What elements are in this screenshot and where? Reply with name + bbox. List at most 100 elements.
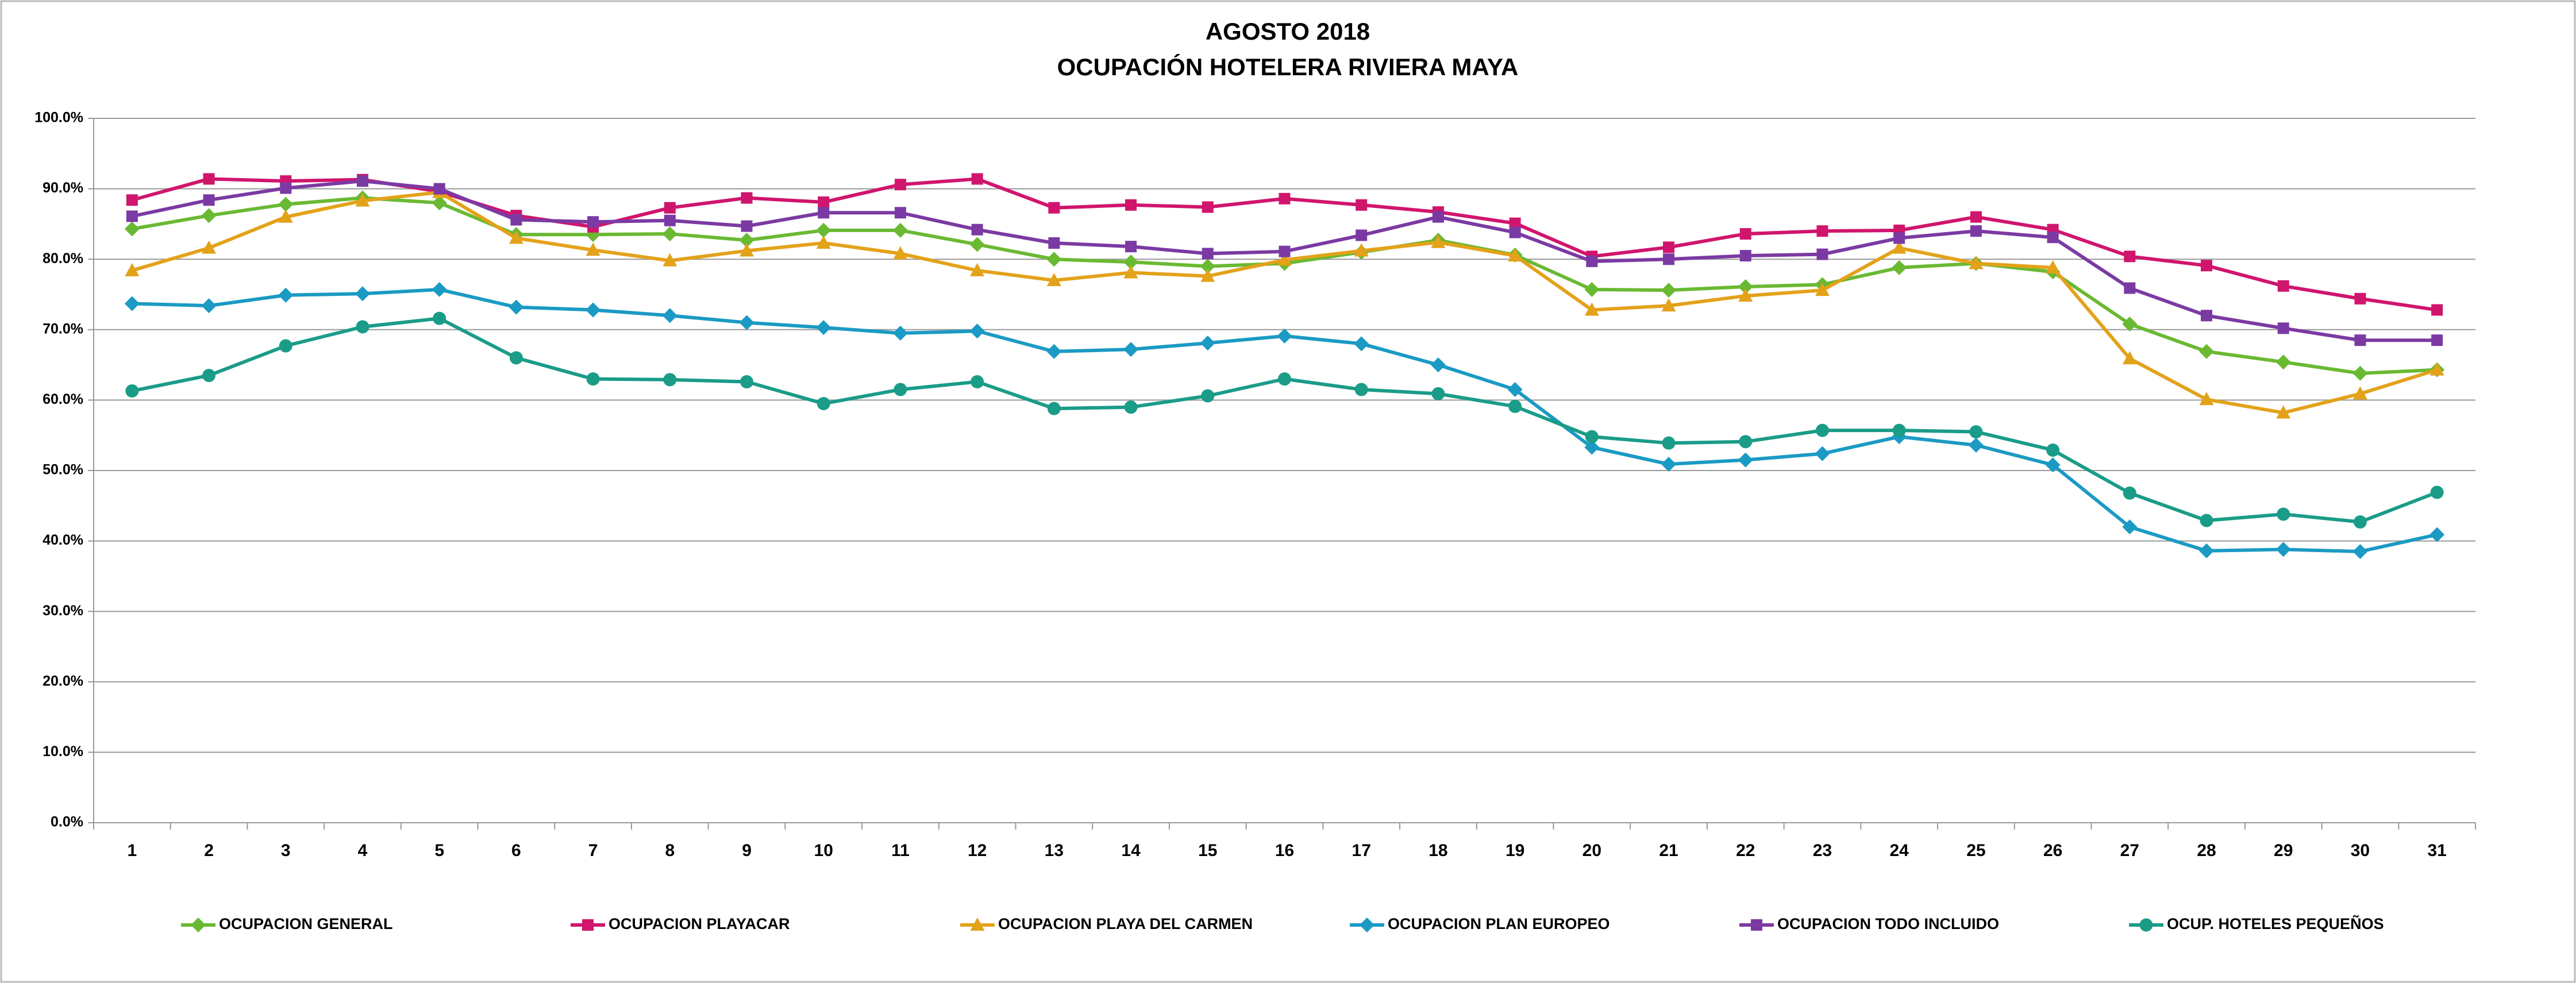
marker [971, 173, 983, 185]
marker [1508, 399, 1522, 413]
marker [2199, 543, 2215, 558]
x-tick-label: 19 [1505, 841, 1524, 860]
marker [126, 210, 138, 222]
marker [2354, 292, 2366, 304]
marker [124, 221, 140, 237]
y-tick-label: 0.0% [51, 814, 83, 830]
marker [1354, 336, 1369, 352]
marker [1661, 283, 1677, 298]
marker [1125, 241, 1137, 253]
x-tick-label: 4 [358, 841, 368, 860]
marker [2139, 918, 2153, 932]
marker [1892, 260, 1907, 275]
marker [1968, 437, 1984, 453]
marker [1892, 423, 1906, 437]
marker [664, 214, 676, 226]
marker [1662, 436, 1676, 450]
marker [1200, 336, 1215, 351]
marker [2429, 527, 2445, 542]
marker [1356, 199, 1368, 211]
y-tick-label: 10.0% [43, 743, 83, 760]
marker [203, 194, 215, 206]
marker [816, 222, 831, 238]
marker [1815, 423, 1829, 437]
legend-label: OCUPACION PLAYACAR [609, 915, 790, 932]
marker [2353, 515, 2367, 529]
marker [1739, 435, 1753, 449]
x-tick-label: 5 [434, 841, 444, 860]
marker [1893, 232, 1905, 244]
x-tick-label: 6 [511, 841, 521, 860]
marker [1663, 241, 1675, 253]
marker [2352, 365, 2368, 381]
x-tick-label: 24 [1889, 841, 1909, 860]
marker [741, 192, 753, 204]
x-tick-label: 21 [1659, 841, 1678, 860]
marker [582, 919, 594, 931]
marker [662, 226, 677, 242]
marker [663, 253, 677, 267]
marker [278, 196, 294, 212]
marker [1046, 344, 1062, 359]
marker [818, 207, 830, 219]
marker [2277, 322, 2289, 334]
x-tick-label: 11 [891, 841, 910, 860]
x-tick-label: 30 [2351, 841, 2370, 860]
x-tick-label: 26 [2043, 841, 2062, 860]
marker [816, 236, 831, 249]
x-tick-label: 14 [1121, 841, 1141, 860]
marker [2431, 334, 2443, 346]
x-tick-label: 15 [1198, 841, 1217, 860]
x-tick-label: 27 [2120, 841, 2139, 860]
marker [2429, 362, 2444, 376]
marker [1507, 382, 1523, 398]
marker [816, 320, 831, 336]
marker [1278, 372, 1291, 386]
marker [969, 323, 985, 339]
marker [586, 302, 601, 318]
marker [278, 209, 293, 223]
legend-label: OCUPACION TODO INCLUIDO [1777, 915, 1999, 932]
marker [2123, 486, 2136, 500]
marker [1046, 272, 1061, 286]
marker [741, 220, 753, 232]
marker [2276, 405, 2291, 419]
marker [1816, 225, 1828, 237]
marker [1046, 252, 1062, 267]
marker [1508, 248, 1523, 262]
marker [1200, 268, 1215, 282]
legend-label: OCUPACION GENERAL [219, 915, 393, 932]
marker [509, 351, 523, 365]
marker [280, 182, 292, 194]
marker [510, 214, 522, 226]
chart-title: AGOSTO 2018 [1206, 18, 1370, 45]
marker [124, 296, 140, 311]
y-tick-label: 60.0% [43, 391, 83, 407]
marker [2047, 232, 2059, 244]
marker [433, 311, 446, 325]
legend-label: OCUP. HOTELES PEQUEÑOS [2167, 915, 2384, 932]
x-tick-label: 2 [204, 841, 214, 860]
marker [739, 233, 754, 248]
marker [355, 286, 370, 302]
marker [432, 282, 447, 297]
marker [1969, 256, 1984, 269]
y-tick-label: 80.0% [43, 250, 83, 267]
marker [1201, 389, 1215, 403]
marker [818, 196, 830, 208]
x-tick-label: 31 [2427, 841, 2446, 860]
marker [1738, 452, 1753, 468]
marker [2201, 310, 2213, 322]
marker [2277, 507, 2290, 521]
marker [1431, 387, 1445, 400]
marker [2122, 519, 2138, 535]
y-tick-label: 90.0% [43, 180, 83, 196]
marker [587, 216, 599, 228]
x-tick-label: 25 [1966, 841, 1985, 860]
marker [894, 383, 907, 396]
marker [893, 246, 908, 260]
x-tick-label: 18 [1428, 841, 1447, 860]
marker [1430, 357, 1446, 373]
marker [739, 315, 754, 330]
